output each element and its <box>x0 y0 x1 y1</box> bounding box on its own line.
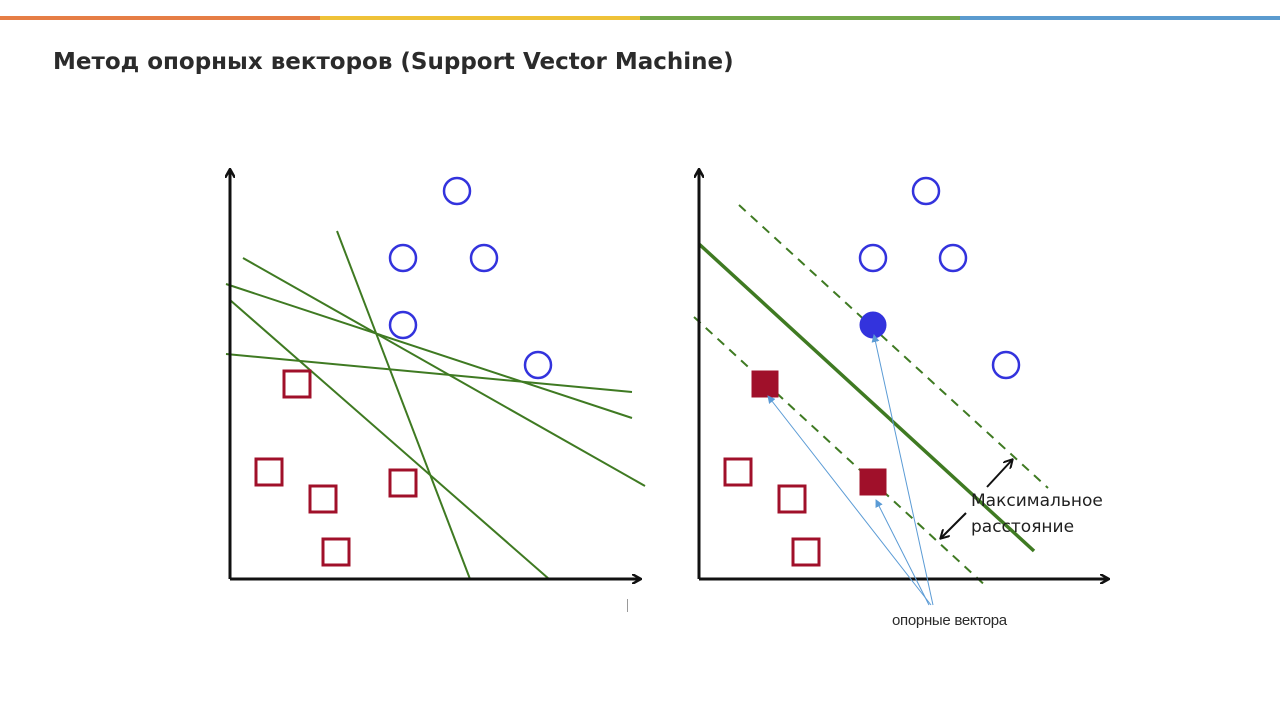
pointer-arrow <box>871 334 934 606</box>
square-point <box>723 457 753 487</box>
square-point <box>254 457 284 487</box>
square-point <box>388 468 418 498</box>
candidate-line <box>225 353 633 393</box>
pointer-arrow <box>875 499 930 606</box>
slide-title: Метод опорных векторов (Support Vector M… <box>53 49 734 75</box>
color-bar-segment <box>960 16 1280 20</box>
separating-hyperplane <box>697 242 1036 553</box>
square-point <box>791 537 821 567</box>
circle-point <box>388 310 418 340</box>
text-cursor-mark <box>627 599 628 612</box>
candidate-line <box>225 283 633 419</box>
color-bar-segment <box>0 16 320 20</box>
max-margin-label: Максимальное расстояние <box>971 488 1103 540</box>
top-color-bar <box>0 16 1280 20</box>
candidate-line <box>336 230 471 580</box>
square-point <box>308 484 338 514</box>
circle-class-points-right <box>858 176 1021 380</box>
max-margin-label-line1: Максимальное <box>971 491 1103 511</box>
circle-point <box>442 176 472 206</box>
square-point <box>777 484 807 514</box>
square-class-points <box>254 369 418 567</box>
circle-point <box>523 350 553 380</box>
color-bar-segment <box>640 16 960 20</box>
circle-point <box>858 243 888 273</box>
support-vector-square <box>859 468 887 496</box>
upper-margin-line <box>738 204 1049 489</box>
square-point <box>282 369 312 399</box>
square-class-points-right <box>723 457 821 567</box>
margin-arrow-up <box>986 460 1012 488</box>
circle-point <box>469 243 499 273</box>
pointer-arrow <box>767 395 932 606</box>
right-panel <box>693 170 1108 606</box>
support-vector-square <box>751 370 779 398</box>
circle-point <box>938 243 968 273</box>
circle-class-points <box>388 176 553 380</box>
support-vector-circle <box>859 311 887 339</box>
max-margin-label-line2: расстояние <box>971 517 1075 537</box>
color-bar-segment <box>320 16 640 20</box>
margin-arrow-down <box>941 512 967 538</box>
support-vector-pointers <box>767 334 934 606</box>
support-vectors-label: опорные вектора <box>892 612 1007 629</box>
candidate-lines <box>225 230 646 580</box>
lower-margin-line <box>693 316 989 589</box>
circle-point <box>991 350 1021 380</box>
candidate-line <box>229 299 550 580</box>
square-point <box>321 537 351 567</box>
left-panel <box>225 170 646 580</box>
circle-point <box>388 243 418 273</box>
candidate-line <box>242 257 646 487</box>
circle-point <box>911 176 941 206</box>
